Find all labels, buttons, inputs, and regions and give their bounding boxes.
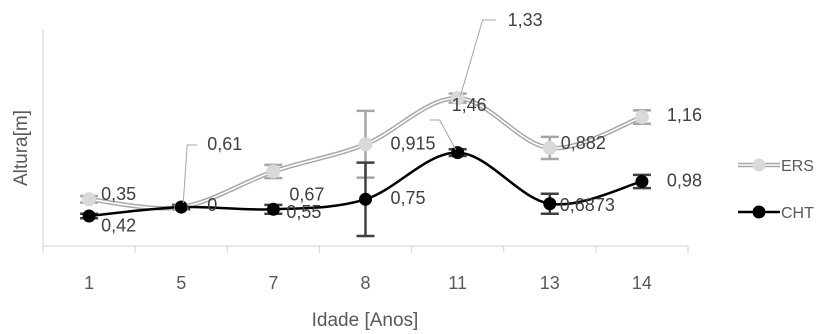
ers-data-label: 0,42 xyxy=(101,215,136,235)
ers-marker xyxy=(82,192,97,207)
ers-marker xyxy=(542,140,557,155)
axes: 1 5 7 8 11 13 14 xyxy=(42,30,689,293)
cht-data-label: 0,6873 xyxy=(560,195,615,215)
y-axis-title: Altura[m] xyxy=(11,110,32,186)
cht-data-label: 0 xyxy=(207,195,217,215)
x-tick-label: 14 xyxy=(632,273,652,293)
cht-leader-line xyxy=(429,119,457,150)
cht-marker xyxy=(451,146,465,160)
ers-marker xyxy=(266,164,281,179)
cht-data-label: 0,35 xyxy=(101,184,136,204)
leader-lines xyxy=(182,19,496,204)
cht-data-label: 0,75 xyxy=(391,188,426,208)
x-tick-label: 8 xyxy=(360,273,370,293)
ers-leader-line xyxy=(182,144,198,204)
cht-marker xyxy=(174,200,188,214)
legend-ers-marker xyxy=(752,158,766,172)
ers-leader-line xyxy=(460,19,496,96)
ers-data-label: 0,67 xyxy=(289,185,324,205)
cht-marker xyxy=(635,175,649,189)
cht-marker xyxy=(359,192,372,206)
cht-data-label: 1,46 xyxy=(452,95,487,115)
cht-marker xyxy=(543,197,557,211)
cht-marker xyxy=(266,202,280,216)
data-labels: 0,42 0,61 0,67 0,915 1,33 0,882 1,16 0,35 0 0,55 0… xyxy=(101,10,702,235)
x-tick-label: 7 xyxy=(268,273,278,293)
ers-data-label: 1,16 xyxy=(667,105,702,125)
x-axis-title: Idade [Anos] xyxy=(312,310,419,331)
legend: ERS CHT xyxy=(738,158,814,222)
ers-data-label: 0,882 xyxy=(561,133,606,153)
x-tick-label: 1 xyxy=(84,273,94,293)
legend-cht-marker xyxy=(752,205,766,219)
ers-data-label: 0,915 xyxy=(391,133,436,153)
ers-marker xyxy=(634,110,649,125)
legend-cht-label: CHT xyxy=(781,205,814,222)
x-tick-label: 11 xyxy=(448,273,467,293)
ers-data-label: 0,61 xyxy=(207,134,242,154)
cht-data-label: 0,55 xyxy=(286,202,321,222)
x-tick-label: 13 xyxy=(540,273,560,293)
legend-ers-label: ERS xyxy=(781,158,814,175)
series-markers xyxy=(82,91,649,223)
cht-marker xyxy=(82,209,96,223)
cht-data-label: 0,98 xyxy=(667,171,702,191)
x-tick-label: 5 xyxy=(176,273,186,293)
ers-data-label: 1,33 xyxy=(508,10,543,30)
ers-marker xyxy=(358,137,373,152)
